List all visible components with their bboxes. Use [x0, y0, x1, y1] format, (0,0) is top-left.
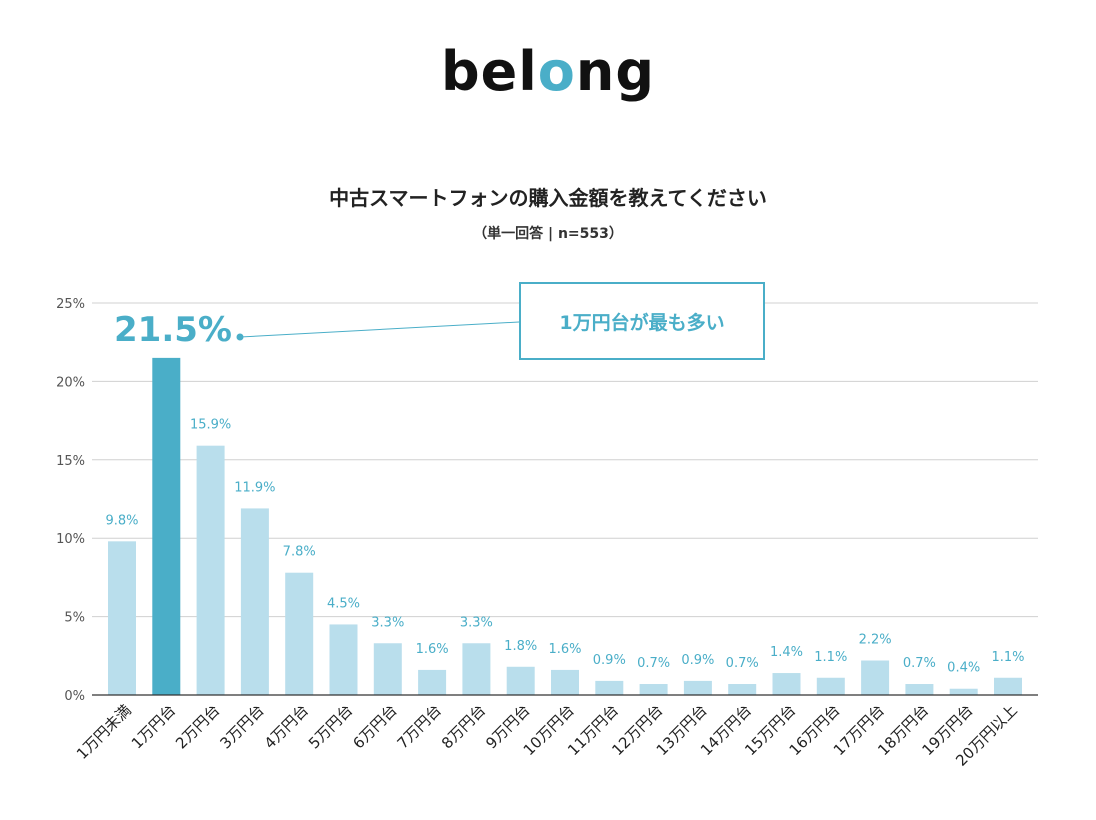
y-tick-label: 0%: [64, 689, 85, 704]
chart-title: 中古スマートフォンの購入金額を教えてください: [329, 186, 767, 210]
x-tick-label: 7万円台: [394, 701, 445, 752]
bar: [595, 680, 624, 695]
bar: [728, 684, 757, 695]
data-label: 0.9%: [681, 653, 714, 668]
logo-text: bel: [440, 40, 538, 103]
data-label: 2.2%: [859, 633, 892, 648]
logo-text-accent: o: [537, 40, 576, 103]
data-label: 0.7%: [903, 656, 936, 671]
x-tick-label: 8万円台: [438, 701, 489, 752]
bar: [949, 688, 978, 695]
bar: [994, 677, 1022, 695]
x-tick-label: 1万円台: [128, 701, 179, 752]
y-tick-label: 20%: [56, 375, 85, 390]
bar: [329, 624, 358, 695]
data-label: 1.6%: [548, 642, 581, 657]
bar: [108, 541, 136, 695]
x-tick-label: 2万円台: [172, 701, 223, 752]
x-tick-label: 1万円未満: [73, 701, 135, 763]
data-label: 1.4%: [770, 645, 803, 660]
bar: [196, 445, 225, 695]
bar: [462, 643, 491, 695]
callout-dot: [236, 333, 244, 341]
chart-subtitle: （単一回答 | n=553）: [473, 226, 623, 242]
y-tick-label: 5%: [64, 611, 85, 626]
data-label: 15.9%: [190, 418, 231, 433]
data-label: 4.5%: [327, 596, 360, 611]
x-tick-label: 6万円台: [349, 701, 400, 752]
bar: [240, 508, 269, 695]
bar: [506, 666, 535, 695]
callout-text: 1万円台が最も多い: [559, 311, 725, 334]
y-tick-label: 15%: [56, 454, 85, 469]
data-label: 11.9%: [234, 480, 275, 495]
data-label: 0.4%: [947, 661, 980, 676]
callout-box: 1万円台が最も多い: [519, 282, 765, 360]
bar: [861, 660, 890, 695]
data-label: 1.8%: [504, 639, 537, 654]
bar: [373, 643, 402, 695]
logo-text: ng: [575, 40, 655, 103]
data-label: 1.6%: [416, 642, 449, 657]
data-label: 1.1%: [991, 650, 1024, 665]
data-label: 0.9%: [593, 653, 626, 668]
data-label: 7.8%: [283, 545, 316, 560]
highlight-value: 21.5%: [114, 310, 232, 350]
data-label: 3.3%: [371, 615, 404, 630]
x-tick-label: 5万円台: [305, 701, 356, 752]
data-label: 3.3%: [460, 615, 493, 630]
bar: [816, 677, 845, 695]
bar: [905, 684, 934, 695]
bar: [551, 669, 579, 695]
bar: [639, 684, 668, 695]
y-tick-label: 25%: [56, 297, 85, 312]
bar: [772, 673, 801, 695]
bar: [418, 669, 447, 695]
bar: [285, 572, 314, 695]
belong-logo: belong: [0, 40, 1096, 103]
data-label: 1.1%: [814, 650, 847, 665]
bar: [152, 357, 181, 695]
callout-leader-line: [239, 321, 520, 338]
bar: [683, 680, 712, 695]
data-label: 9.8%: [105, 513, 138, 528]
y-tick-label: 10%: [56, 532, 85, 547]
x-tick-label: 3万円台: [216, 701, 267, 752]
data-label: 0.7%: [637, 656, 670, 671]
x-tick-label: 4万円台: [261, 701, 312, 752]
data-label: 0.7%: [726, 656, 759, 671]
